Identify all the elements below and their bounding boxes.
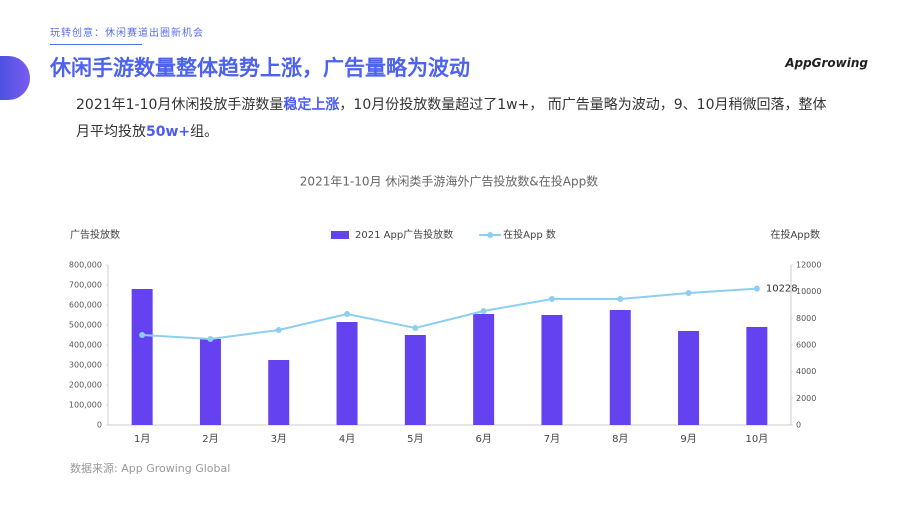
x-tick-label: 10月 [745, 433, 768, 445]
text: ，10月份投放数量超过了1w+， 而广告量略为波动，9、10月稍微回落，整体月平… [76, 97, 827, 140]
point [412, 325, 419, 331]
y2-axis-label: 在投App数 [770, 228, 820, 241]
y2-tick-label: 10000 [796, 287, 821, 296]
x-tick-label: 3月 [271, 433, 287, 445]
point [275, 327, 282, 333]
point [753, 285, 760, 292]
y-tick-label: 700,000 [69, 281, 102, 290]
y-tick-label: 0 [97, 421, 102, 430]
y-tick-label: 200,000 [69, 381, 102, 390]
y2-tick-label: 8000 [796, 314, 816, 323]
highlight: 稳定上涨 [283, 97, 340, 113]
x-tick-label: 5月 [407, 433, 423, 445]
x-tick-label: 4月 [339, 433, 355, 445]
point [139, 332, 146, 338]
point [617, 296, 624, 302]
legend-swatch [331, 231, 349, 239]
logo: AppGrowing [785, 56, 868, 70]
text: 组。 [190, 124, 219, 140]
y-tick-label: 400,000 [69, 341, 102, 350]
bar [131, 289, 153, 425]
kicker-underline [50, 44, 142, 45]
summary: 2021年1-10月休闲投放手游数量稳定上涨，10月份投放数量超过了1w+， 而… [76, 92, 836, 146]
line [142, 287, 757, 341]
point [548, 296, 555, 302]
x-tick-label: 1月 [134, 433, 150, 445]
bar [404, 335, 426, 425]
bar [199, 339, 221, 425]
y-tick-label: 500,000 [69, 321, 102, 330]
x-tick-label: 9月 [680, 433, 696, 445]
y2-tick-label: 2000 [796, 394, 816, 403]
legend-swatch [487, 232, 494, 238]
title: 休闲手游数量整体趋势上涨，广告量略为波动 [50, 56, 470, 80]
y-tick-label: 100,000 [69, 401, 102, 410]
source: 数据来源: App Growing Global [70, 462, 231, 475]
y2-tick-label: 12000 [796, 261, 821, 270]
bar [336, 322, 358, 425]
y2-tick-label: 4000 [796, 367, 816, 376]
x-tick-label: 2月 [202, 433, 218, 445]
bar [541, 315, 563, 425]
y-tick-label: 600,000 [69, 301, 102, 310]
y2-tick-label: 0 [796, 421, 801, 430]
x-tick-label: 7月 [544, 433, 560, 445]
kicker: 玩转创意：休闲赛道出圈新机会 [50, 28, 204, 39]
point [344, 311, 351, 317]
text: 2021年1-10月休闲投放手游数量 [76, 97, 284, 113]
x-tick-label: 8月 [612, 433, 628, 445]
y2-tick-label: 6000 [796, 341, 816, 350]
point [685, 290, 692, 296]
bar [678, 331, 700, 425]
highlight: 50w+ [146, 124, 191, 140]
bar [609, 310, 631, 425]
point [480, 308, 487, 314]
legend-label: 2021 App广告投放数 [355, 228, 453, 241]
y-tick-label: 300,000 [69, 361, 102, 370]
y-axis-label: 广告投放数 [70, 228, 120, 241]
bar [746, 327, 768, 425]
data-label: 10228 [766, 284, 798, 295]
bar [473, 314, 495, 425]
y-tick-label: 800,000 [69, 261, 102, 270]
point [207, 336, 214, 342]
legend-label: 在投App 数 [503, 228, 556, 241]
chart-title: 2021年1-10月 休闲类手游海外广告投放数&在投App数 [300, 174, 598, 189]
x-tick-label: 6月 [475, 433, 491, 445]
bar [268, 360, 290, 425]
